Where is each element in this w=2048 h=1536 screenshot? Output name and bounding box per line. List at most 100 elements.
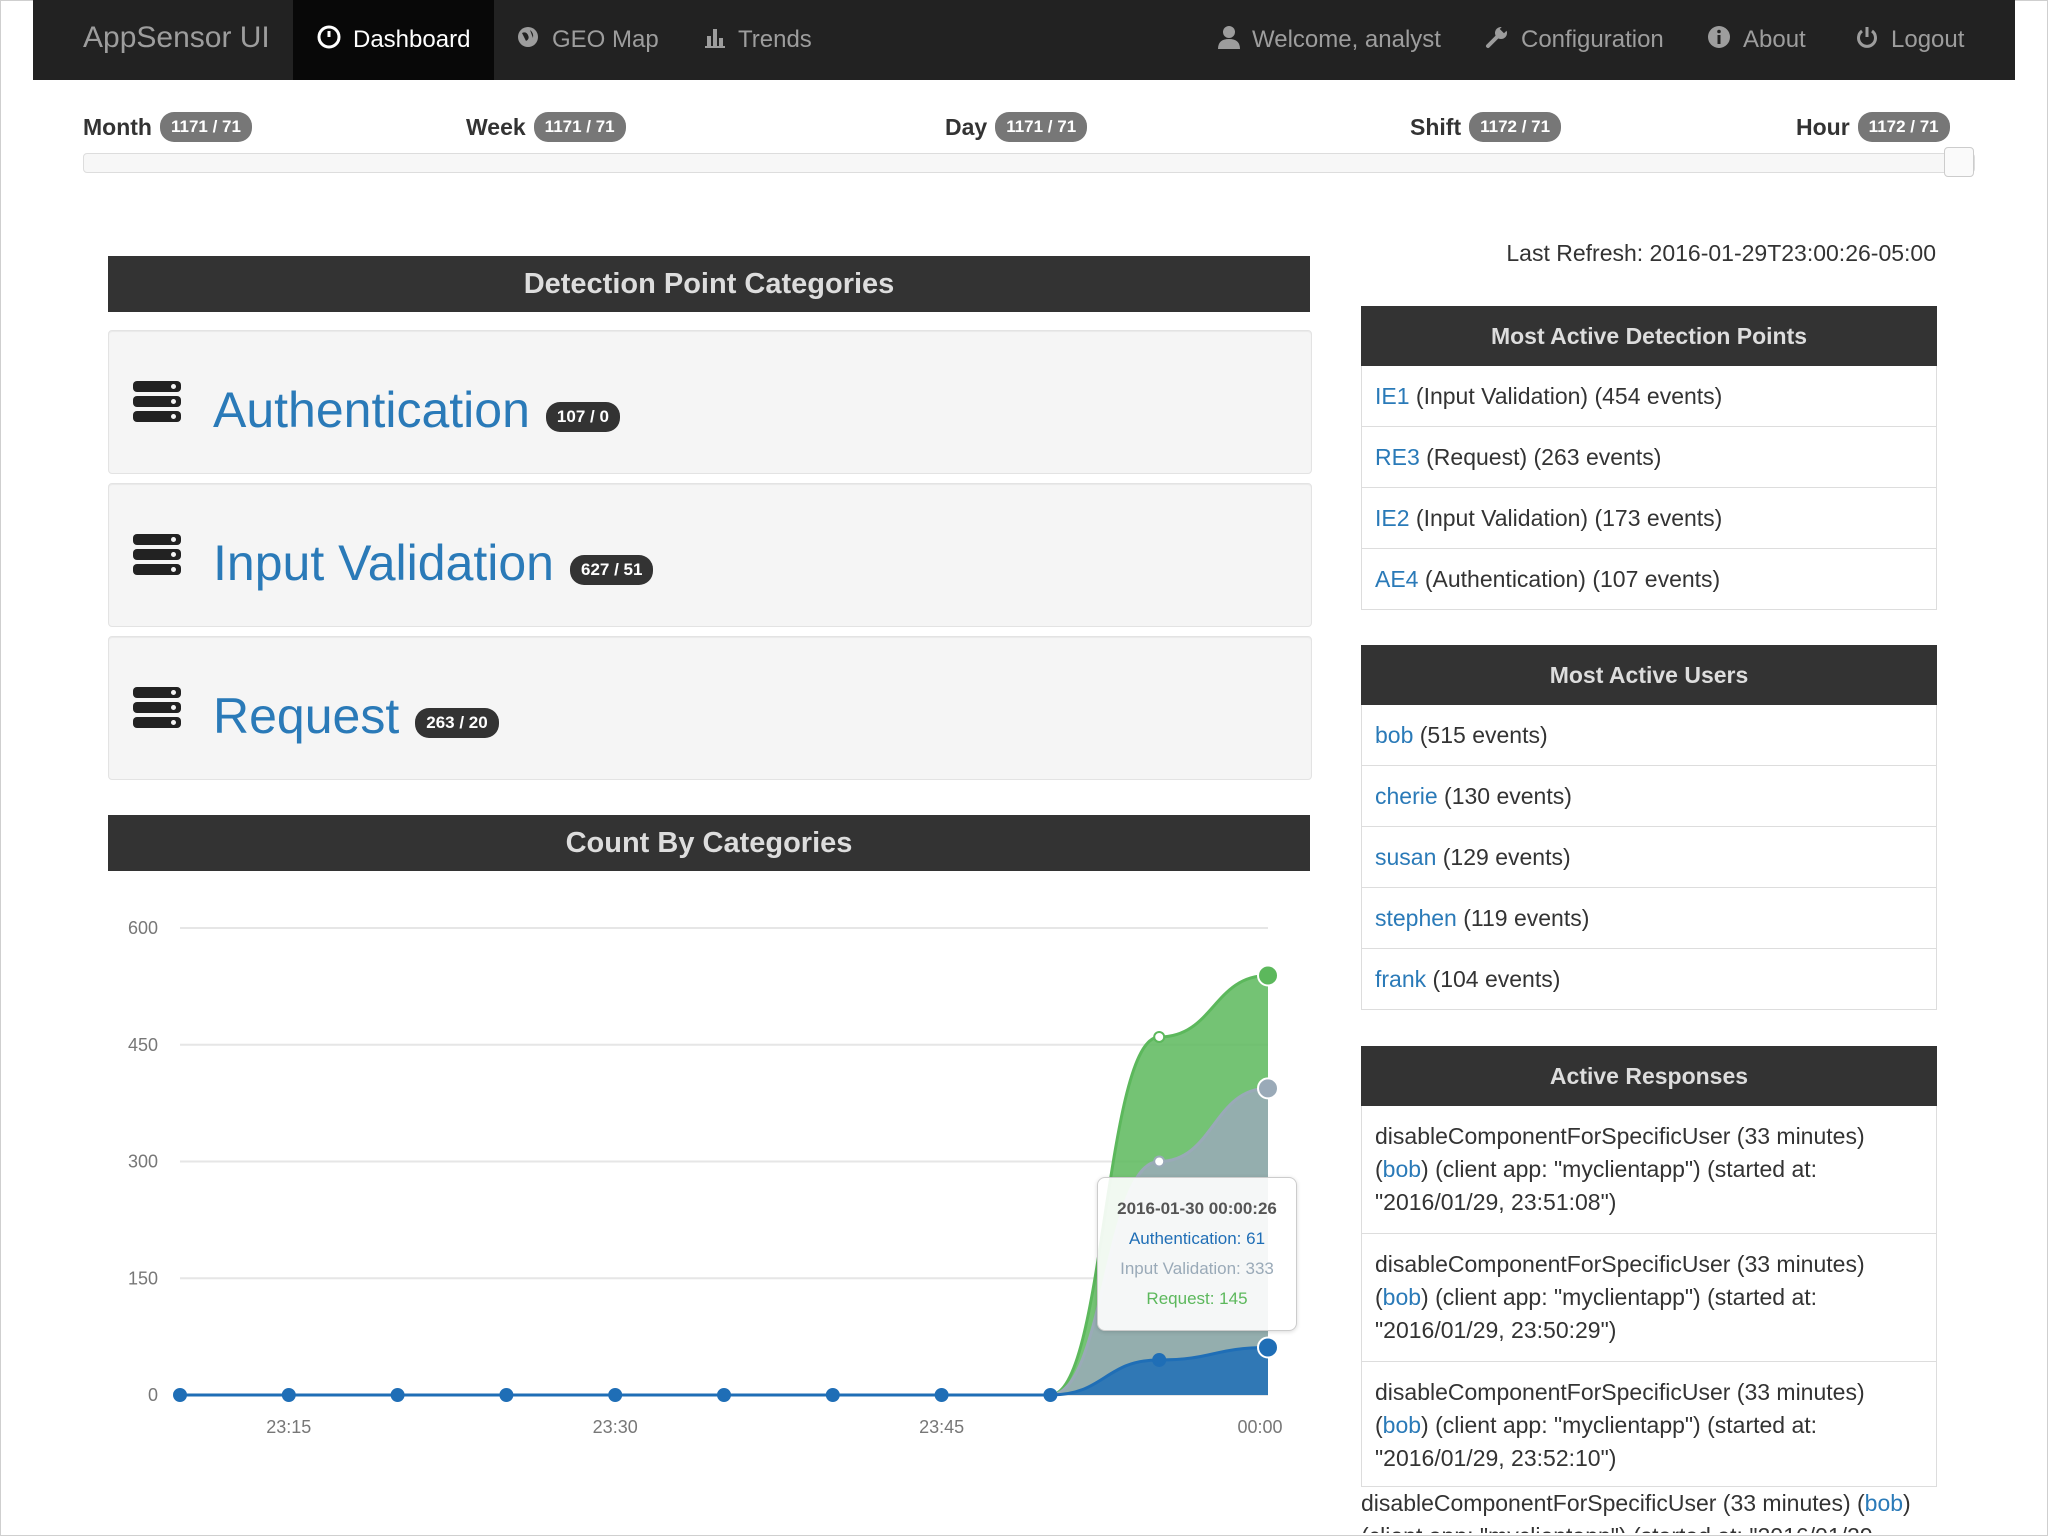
nav-welcome-user[interactable]: Welcome, analyst [1218,0,1441,80]
category-link-input-validation[interactable]: Input Validation 627 / 51 [213,534,654,592]
category-link-request[interactable]: Request 263 / 20 [213,687,499,745]
database-icon [133,534,181,579]
user-link[interactable]: cherie [1375,782,1438,809]
list-item: frank (104 events) [1362,949,1936,1009]
y-tick-label: 600 [128,918,158,938]
category-card-authentication: Authentication 107 / 0 [108,330,1312,474]
database-icon [133,687,181,732]
response-item: disableComponentForSpecificUser (33 minu… [1362,1106,1936,1234]
nav-about[interactable]: About [1707,0,1806,80]
user-detail: (119 events) [1463,904,1590,931]
x-tick-label: 23:30 [593,1417,638,1437]
list-item: bob (515 events) [1362,705,1936,766]
last-refresh-text: Last Refresh: 2016-01-29T23:00:26-05:00 [1506,240,1936,266]
response-item: disableComponentForSpecificUser (33 minu… [1362,1234,1936,1362]
range-day-badge: 1171 / 71 [995,112,1088,142]
response-started: "2016/01/29, 23:51:08") [1375,1189,1617,1215]
response-action: disableComponentForSpecificUser (33 minu… [1361,1490,1851,1516]
wrench-icon [1485,24,1509,56]
data-point [1257,964,1279,987]
response-user-link[interactable]: bob [1864,1490,1904,1516]
x-tick-label: 23:15 [266,1417,311,1437]
nav-geo-map-label: GEO Map [552,26,659,53]
detection-points-list: IE1 (Input Validation) (454 events) RE3 … [1361,366,1937,610]
nav-logout[interactable]: Logout [1855,0,1964,80]
responses-list: disableComponentForSpecificUser (33 minu… [1361,1106,1937,1487]
time-range-slider-handle[interactable] [1944,147,1974,177]
data-point [825,1388,840,1402]
info-icon [1707,25,1731,56]
response-action: disableComponentForSpecificUser (33 minu… [1375,1379,1865,1405]
response-item: disableComponentForSpecificUser (33 minu… [1362,1362,1936,1486]
user-detail: (130 events) [1444,782,1572,809]
user-link[interactable]: stephen [1375,904,1457,931]
nav-geo-map[interactable]: GEO Map [516,0,659,80]
user-detail: (104 events) [1432,965,1561,992]
range-day[interactable]: Day 1171 / 71 [945,112,1088,142]
list-item: RE3 (Request) (263 events) [1362,427,1936,488]
data-point [608,1388,623,1402]
range-hour-badge: 1172 / 71 [1857,112,1950,142]
data-point [1043,1388,1058,1402]
top-navbar: AppSensor UI Dashboard GEO Map Trends We… [33,0,2015,80]
detection-point-link[interactable]: RE3 [1375,443,1420,470]
user-link[interactable]: bob [1375,721,1414,748]
list-item: IE2 (Input Validation) (173 events) [1362,488,1936,549]
category-count-badge: 107 / 0 [545,402,620,432]
detection-point-link[interactable]: IE2 [1375,504,1410,531]
globe-icon [516,25,540,56]
database-icon [133,381,181,426]
response-user-link[interactable]: bob [1382,1284,1422,1310]
dashboard-icon [317,25,341,56]
most-active-detection-points-header: Most Active Detection Points [1361,306,1937,366]
time-range-slider[interactable] [83,153,1975,173]
chart-tooltip: 2016-01-30 00:00:26 Authentication: 61 I… [1097,1177,1297,1331]
category-count-badge: 263 / 20 [415,708,499,738]
nav-dashboard[interactable]: Dashboard [293,0,495,80]
count-by-categories-chart: 0 150 300 450 600 23:15 23:30 23:45 00:00 [128,918,1283,1437]
data-point [717,1388,731,1402]
data-point [173,1388,187,1402]
response-app: (client app: "myclientapp") (started at: [1435,1412,1818,1438]
detection-point-detail: (Input Validation) (173 events) [1415,504,1723,531]
detection-point-detail: (Request) (263 events) [1426,443,1662,470]
bar-chart-icon [704,26,726,55]
range-month-label: Month [83,113,152,140]
detection-point-link[interactable]: AE4 [1375,565,1419,592]
user-link[interactable]: susan [1375,843,1437,870]
data-point [1257,1077,1279,1100]
x-tick-label: 23:45 [919,1417,964,1437]
range-hour[interactable]: Hour 1172 / 71 [1796,112,1950,142]
x-tick-label: 00:00 [1237,1417,1282,1437]
users-list: bob (515 events) cherie (130 events) sus… [1361,705,1937,1010]
brand-logo[interactable]: AppSensor UI [83,21,270,54]
data-point [390,1388,405,1402]
response-user-link[interactable]: bob [1382,1412,1422,1438]
range-month[interactable]: Month 1171 / 71 [83,112,252,142]
category-card-input-validation: Input Validation 627 / 51 [108,483,1312,627]
nav-trends[interactable]: Trends [704,0,812,80]
nav-logout-label: Logout [1891,26,1965,53]
category-count-badge: 627 / 51 [570,555,654,585]
data-point [281,1388,296,1402]
range-shift-label: Shift [1410,113,1462,140]
category-link-authentication[interactable]: Authentication 107 / 0 [213,381,620,439]
user-detail: (129 events) [1442,843,1571,870]
response-user-link[interactable]: bob [1382,1156,1422,1182]
data-point [1153,1155,1166,1168]
tooltip-authentication: Authentication: 61 [1128,1229,1266,1248]
range-week[interactable]: Week 1171 / 71 [466,112,626,142]
nav-configuration[interactable]: Configuration [1485,0,1664,80]
response-app: (client app: "myclientapp") (started at: [1435,1156,1818,1182]
nav-configuration-label: Configuration [1521,26,1664,53]
range-shift-badge: 1172 / 71 [1469,112,1562,142]
list-item: cherie (130 events) [1362,766,1936,827]
response-rest: (client app: "myclientapp") (started at:… [1361,1523,1873,1533]
range-shift[interactable]: Shift 1172 / 71 [1410,112,1562,142]
response-started: "2016/01/29, 23:50:29") [1375,1317,1617,1343]
category-card-request: Request 263 / 20 [108,636,1312,780]
detection-point-link[interactable]: IE1 [1375,382,1410,409]
nav-trends-label: Trends [738,26,812,53]
user-link[interactable]: frank [1375,965,1427,992]
series-area-authentication [180,1347,1268,1395]
